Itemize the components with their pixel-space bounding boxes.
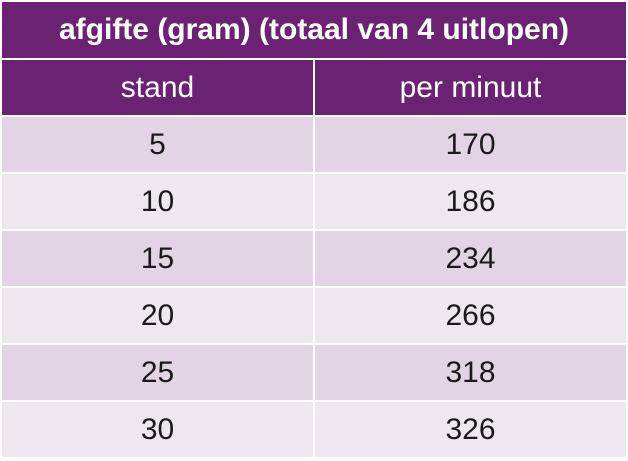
table-cell: 30 — [2, 402, 313, 457]
table-cell: 318 — [315, 345, 626, 400]
table-row: 25 318 — [2, 345, 626, 400]
table-cell: 20 — [2, 288, 313, 343]
table-row: 5 170 — [2, 117, 626, 172]
table-cell: 170 — [315, 117, 626, 172]
table-cell: 10 — [2, 174, 313, 229]
table-row: 20 266 — [2, 288, 626, 343]
table-cell: 5 — [2, 117, 313, 172]
table-cell: 326 — [315, 402, 626, 457]
header-row: stand per minuut — [2, 60, 626, 115]
table-cell: 186 — [315, 174, 626, 229]
header-cell: stand — [2, 60, 313, 115]
table-cell: 25 — [2, 345, 313, 400]
table-cell: 234 — [315, 231, 626, 286]
header-cell: per minuut — [315, 60, 626, 115]
table-cell: 266 — [315, 288, 626, 343]
table-row: 10 186 — [2, 174, 626, 229]
table-cell: 15 — [2, 231, 313, 286]
table-title: afgifte (gram) (totaal van 4 uitlopen) — [2, 2, 626, 58]
table-row: 15 234 — [2, 231, 626, 286]
table-row: 30 326 — [2, 402, 626, 457]
